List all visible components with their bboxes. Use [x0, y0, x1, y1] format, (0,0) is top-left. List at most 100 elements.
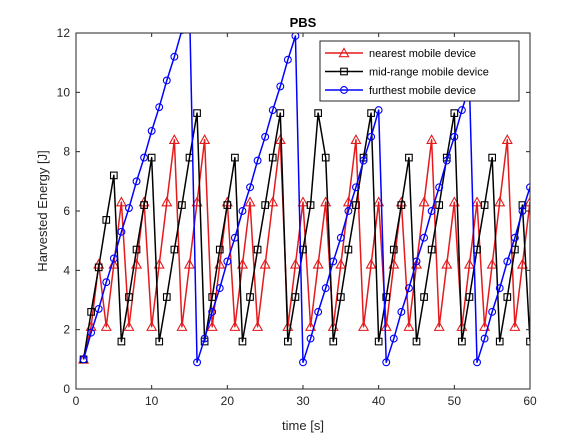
- nearest-data-point: [441, 258, 453, 269]
- furthest-data-point: [306, 334, 315, 343]
- mid-range-data-point: [102, 216, 111, 224]
- furthest-data-point: [404, 284, 413, 293]
- furthest-data-point: [336, 233, 345, 242]
- furthest-data-point: [352, 183, 360, 192]
- furthest-data-point: [193, 358, 202, 367]
- mid-range-data-point: [208, 293, 217, 301]
- mid-range-data-point: [87, 308, 95, 316]
- furthest-data-point: [87, 328, 96, 337]
- mid-range-data-point: [223, 201, 232, 209]
- legend-item-nearest: nearest mobile device: [325, 47, 476, 60]
- furthest-data-point: [215, 284, 224, 293]
- mid-range-data-point: [193, 109, 201, 117]
- mid-range-data-point: [140, 201, 148, 209]
- nearest-data-point: [183, 258, 196, 269]
- y-tick-label: 8: [63, 145, 70, 159]
- furthest-data-point: [503, 257, 512, 266]
- furthest-data-point: [147, 126, 156, 135]
- mid-range-data-point: [503, 293, 512, 301]
- furthest-data-point: [170, 52, 179, 61]
- legend-swatch-marker: [340, 67, 348, 76]
- mid-range-data-point: [344, 245, 353, 254]
- mid-range-data-point: [450, 109, 459, 117]
- furthest-data-point: [109, 254, 118, 263]
- nearest-data-point: [403, 320, 415, 331]
- mid-range-data-point: [518, 201, 527, 209]
- furthest-data-point: [321, 284, 330, 293]
- nearest-data-point: [100, 320, 112, 331]
- nearest-data-point: [305, 320, 317, 331]
- legend-item-furthest: furthest mobile device: [325, 85, 476, 97]
- x-tick-label: 20: [221, 394, 235, 408]
- mid-range-data-point: [238, 337, 247, 346]
- nearest-data-point: [289, 258, 301, 269]
- furthest-data-point: [291, 33, 300, 40]
- mid-range-data-point: [397, 201, 406, 209]
- nearest-series-line: [82, 139, 530, 360]
- y-tick-label: 10: [57, 85, 71, 99]
- mid-range-data-point: [488, 153, 497, 162]
- mid-range-data-point: [458, 337, 466, 346]
- furthest-data-point: [389, 334, 398, 343]
- mid-range-series-line: [82, 112, 530, 360]
- mid-range-data-point: [276, 109, 285, 117]
- nearest-data-point: [501, 134, 513, 145]
- furthest-data-point: [457, 106, 466, 115]
- mid-range-data-point: [261, 201, 270, 209]
- mid-range-data-point: [427, 245, 436, 254]
- x-tick-label: 0: [73, 394, 80, 408]
- series-layer: [78, 33, 530, 367]
- mid-range-data-point: [405, 153, 413, 162]
- furthest-data-point: [427, 207, 436, 215]
- nearest-data-point: [267, 196, 279, 207]
- nearest-data-point: [357, 320, 370, 331]
- furthest-data-point: [223, 257, 232, 266]
- furthest-data-point: [79, 355, 88, 364]
- mid-range-data-point: [284, 337, 292, 346]
- nearest-data-point: [335, 258, 347, 269]
- mid-range-data-point: [231, 153, 239, 162]
- furthest-data-point: [412, 257, 421, 266]
- nearest-data-point: [244, 196, 256, 207]
- nearest-data-point: [516, 258, 528, 269]
- furthest-data-point: [299, 358, 307, 367]
- x-tick-label: 60: [523, 394, 537, 408]
- mid-range-data-point: [178, 201, 186, 209]
- furthest-data-point: [420, 233, 429, 242]
- mid-range-data-point: [382, 293, 391, 301]
- furthest-series: [79, 33, 530, 367]
- nearest-data-point: [509, 320, 521, 331]
- furthest-data-point: [230, 233, 239, 242]
- nearest-data-point: [479, 320, 491, 331]
- mid-range-data-point: [253, 245, 262, 254]
- furthest-data-point: [344, 207, 353, 215]
- nearest-data-point: [418, 196, 430, 207]
- nearest-data-point: [123, 320, 135, 331]
- furthest-data-point: [268, 106, 277, 115]
- mid-range-data-point: [162, 293, 171, 301]
- mid-range-data-point: [336, 293, 345, 301]
- nearest-data-point: [524, 196, 530, 207]
- mid-range-data-point: [132, 245, 141, 254]
- mid-range-data-point: [94, 263, 103, 272]
- furthest-data-point: [283, 55, 292, 64]
- furthest-data-point: [435, 183, 444, 192]
- mid-range-data-point: [367, 109, 375, 117]
- furthest-data-point: [374, 106, 383, 115]
- mid-range-data-point: [420, 293, 428, 301]
- nearest-data-point: [486, 258, 498, 269]
- nearest-data-point: [176, 320, 188, 331]
- nearest-data-point: [252, 320, 264, 331]
- y-tick-label: 0: [63, 382, 70, 396]
- mid-range-data-point: [155, 337, 164, 346]
- mid-range-data-point: [389, 245, 398, 254]
- x-tick-label: 40: [372, 394, 386, 408]
- nearest-data-point: [463, 258, 476, 269]
- furthest-data-point: [117, 227, 126, 236]
- furthest-data-point: [94, 304, 103, 313]
- furthest-data-point: [276, 82, 285, 91]
- legend-label: nearest mobile device: [369, 48, 476, 60]
- mid-range-data-point: [125, 293, 133, 301]
- mid-range-data-point: [314, 109, 322, 117]
- legend-label: furthest mobile device: [369, 85, 476, 97]
